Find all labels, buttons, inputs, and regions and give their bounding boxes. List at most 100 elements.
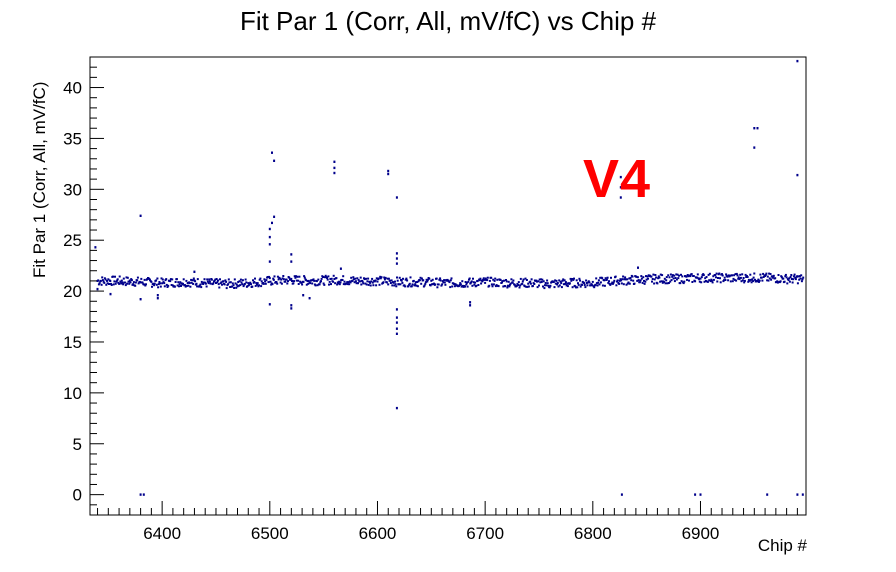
data-point xyxy=(395,308,398,311)
band-point xyxy=(279,281,282,284)
band-point xyxy=(357,278,360,281)
band-point xyxy=(369,281,372,284)
data-point xyxy=(756,127,759,130)
band-point xyxy=(796,275,799,278)
band-point xyxy=(328,283,330,286)
band-point xyxy=(493,279,496,282)
band-point xyxy=(419,276,422,279)
band-point xyxy=(237,281,240,283)
band-point xyxy=(671,274,674,277)
data-point xyxy=(619,196,622,199)
band-point xyxy=(336,281,339,284)
band-point xyxy=(650,275,653,278)
band-point xyxy=(220,281,223,284)
band-point xyxy=(251,285,254,288)
band-point xyxy=(163,285,166,288)
band-point xyxy=(153,284,156,287)
data-point xyxy=(96,287,99,291)
band-point xyxy=(512,279,515,282)
band-point xyxy=(336,283,339,286)
band-point xyxy=(170,284,173,286)
band-point xyxy=(543,287,546,290)
band-point xyxy=(330,277,333,280)
band-point xyxy=(335,277,338,280)
band-point xyxy=(378,283,381,286)
band-point xyxy=(774,277,777,280)
band-point xyxy=(615,284,618,287)
band-point xyxy=(412,279,415,282)
band-point xyxy=(785,276,788,279)
band-point xyxy=(190,278,193,281)
band-point xyxy=(503,279,505,282)
band-point xyxy=(396,276,398,279)
band-point xyxy=(163,282,166,285)
band-point xyxy=(754,278,756,281)
band-point xyxy=(429,284,432,287)
y-axis: 0 5 10 15 20 25 30 35 40 xyxy=(63,56,104,516)
band-point xyxy=(192,277,195,280)
band-point xyxy=(698,280,701,283)
band-point xyxy=(152,282,155,285)
band-point xyxy=(225,287,228,290)
band-point xyxy=(426,280,429,283)
band-point xyxy=(206,278,209,281)
band-point xyxy=(231,285,234,288)
band-point xyxy=(734,273,737,276)
band-point xyxy=(255,282,258,285)
data-point xyxy=(268,303,271,306)
band-point xyxy=(585,282,588,284)
band-point xyxy=(235,283,238,286)
band-point xyxy=(480,282,483,285)
band-point xyxy=(371,281,374,284)
band-point xyxy=(245,281,248,284)
y-tick-label: 25 xyxy=(63,231,82,250)
band-point xyxy=(420,277,423,280)
band-point xyxy=(727,279,730,282)
band-point xyxy=(572,278,575,281)
band-point xyxy=(616,280,618,283)
band-point xyxy=(791,281,794,284)
band-point xyxy=(731,280,734,283)
band-point xyxy=(529,280,532,283)
band-point xyxy=(666,282,669,285)
data-point xyxy=(268,235,271,239)
band-point xyxy=(98,282,101,285)
band-point xyxy=(675,278,678,281)
band-point xyxy=(473,283,476,286)
band-point xyxy=(492,283,495,286)
band-point xyxy=(267,281,270,284)
band-point xyxy=(646,275,649,278)
band-point xyxy=(359,276,362,279)
band-point xyxy=(249,281,252,284)
band-point xyxy=(603,279,606,282)
band-point xyxy=(171,284,174,287)
band-point xyxy=(326,276,328,279)
band-point xyxy=(661,274,664,277)
band-point xyxy=(766,275,769,278)
version-annotation: V4 xyxy=(583,149,652,209)
band-point xyxy=(618,279,621,282)
band-point xyxy=(540,278,542,281)
band-point xyxy=(409,276,412,279)
band-point xyxy=(155,283,158,286)
data-point xyxy=(271,151,273,154)
band-point xyxy=(581,283,583,286)
band-point xyxy=(723,276,726,279)
band-point xyxy=(186,282,189,284)
band-point xyxy=(516,282,519,285)
band-point xyxy=(252,279,254,282)
band-point xyxy=(721,274,724,277)
band-point xyxy=(300,281,303,284)
data-point xyxy=(109,292,112,296)
band-point xyxy=(667,274,670,277)
band-point xyxy=(346,283,349,286)
band-point xyxy=(272,277,275,280)
band-point xyxy=(558,284,561,287)
band-point xyxy=(263,278,266,281)
band-point xyxy=(640,277,643,280)
band-point xyxy=(262,282,265,285)
band-point xyxy=(570,279,573,282)
band-point xyxy=(686,278,688,281)
band-point xyxy=(188,282,191,284)
